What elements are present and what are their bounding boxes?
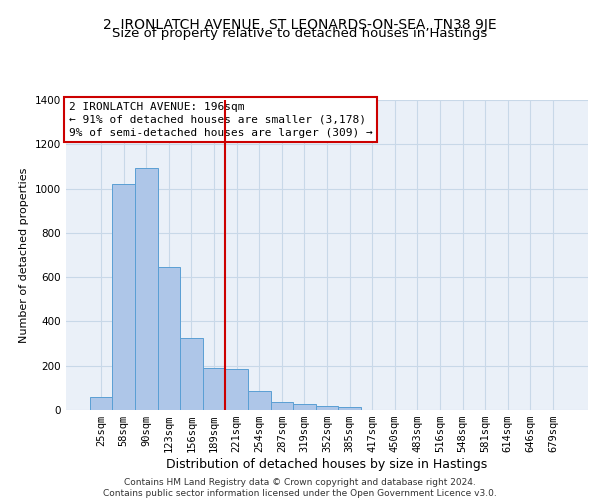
Text: Contains HM Land Registry data © Crown copyright and database right 2024.
Contai: Contains HM Land Registry data © Crown c… bbox=[103, 478, 497, 498]
Bar bbox=[248, 391, 271, 410]
Bar bbox=[226, 369, 248, 410]
Text: 2 IRONLATCH AVENUE: 196sqm
← 91% of detached houses are smaller (3,178)
9% of se: 2 IRONLATCH AVENUE: 196sqm ← 91% of deta… bbox=[68, 102, 373, 138]
Bar bbox=[293, 404, 316, 410]
Text: Size of property relative to detached houses in Hastings: Size of property relative to detached ho… bbox=[112, 28, 488, 40]
Bar bbox=[135, 168, 158, 410]
Bar bbox=[271, 402, 293, 410]
Bar bbox=[316, 406, 338, 410]
Bar bbox=[203, 368, 226, 410]
Bar bbox=[158, 267, 180, 410]
Y-axis label: Number of detached properties: Number of detached properties bbox=[19, 168, 29, 342]
X-axis label: Distribution of detached houses by size in Hastings: Distribution of detached houses by size … bbox=[166, 458, 488, 471]
Bar bbox=[112, 184, 135, 410]
Bar bbox=[90, 398, 112, 410]
Bar bbox=[180, 338, 203, 410]
Bar bbox=[338, 407, 361, 410]
Text: 2, IRONLATCH AVENUE, ST LEONARDS-ON-SEA, TN38 9JE: 2, IRONLATCH AVENUE, ST LEONARDS-ON-SEA,… bbox=[103, 18, 497, 32]
